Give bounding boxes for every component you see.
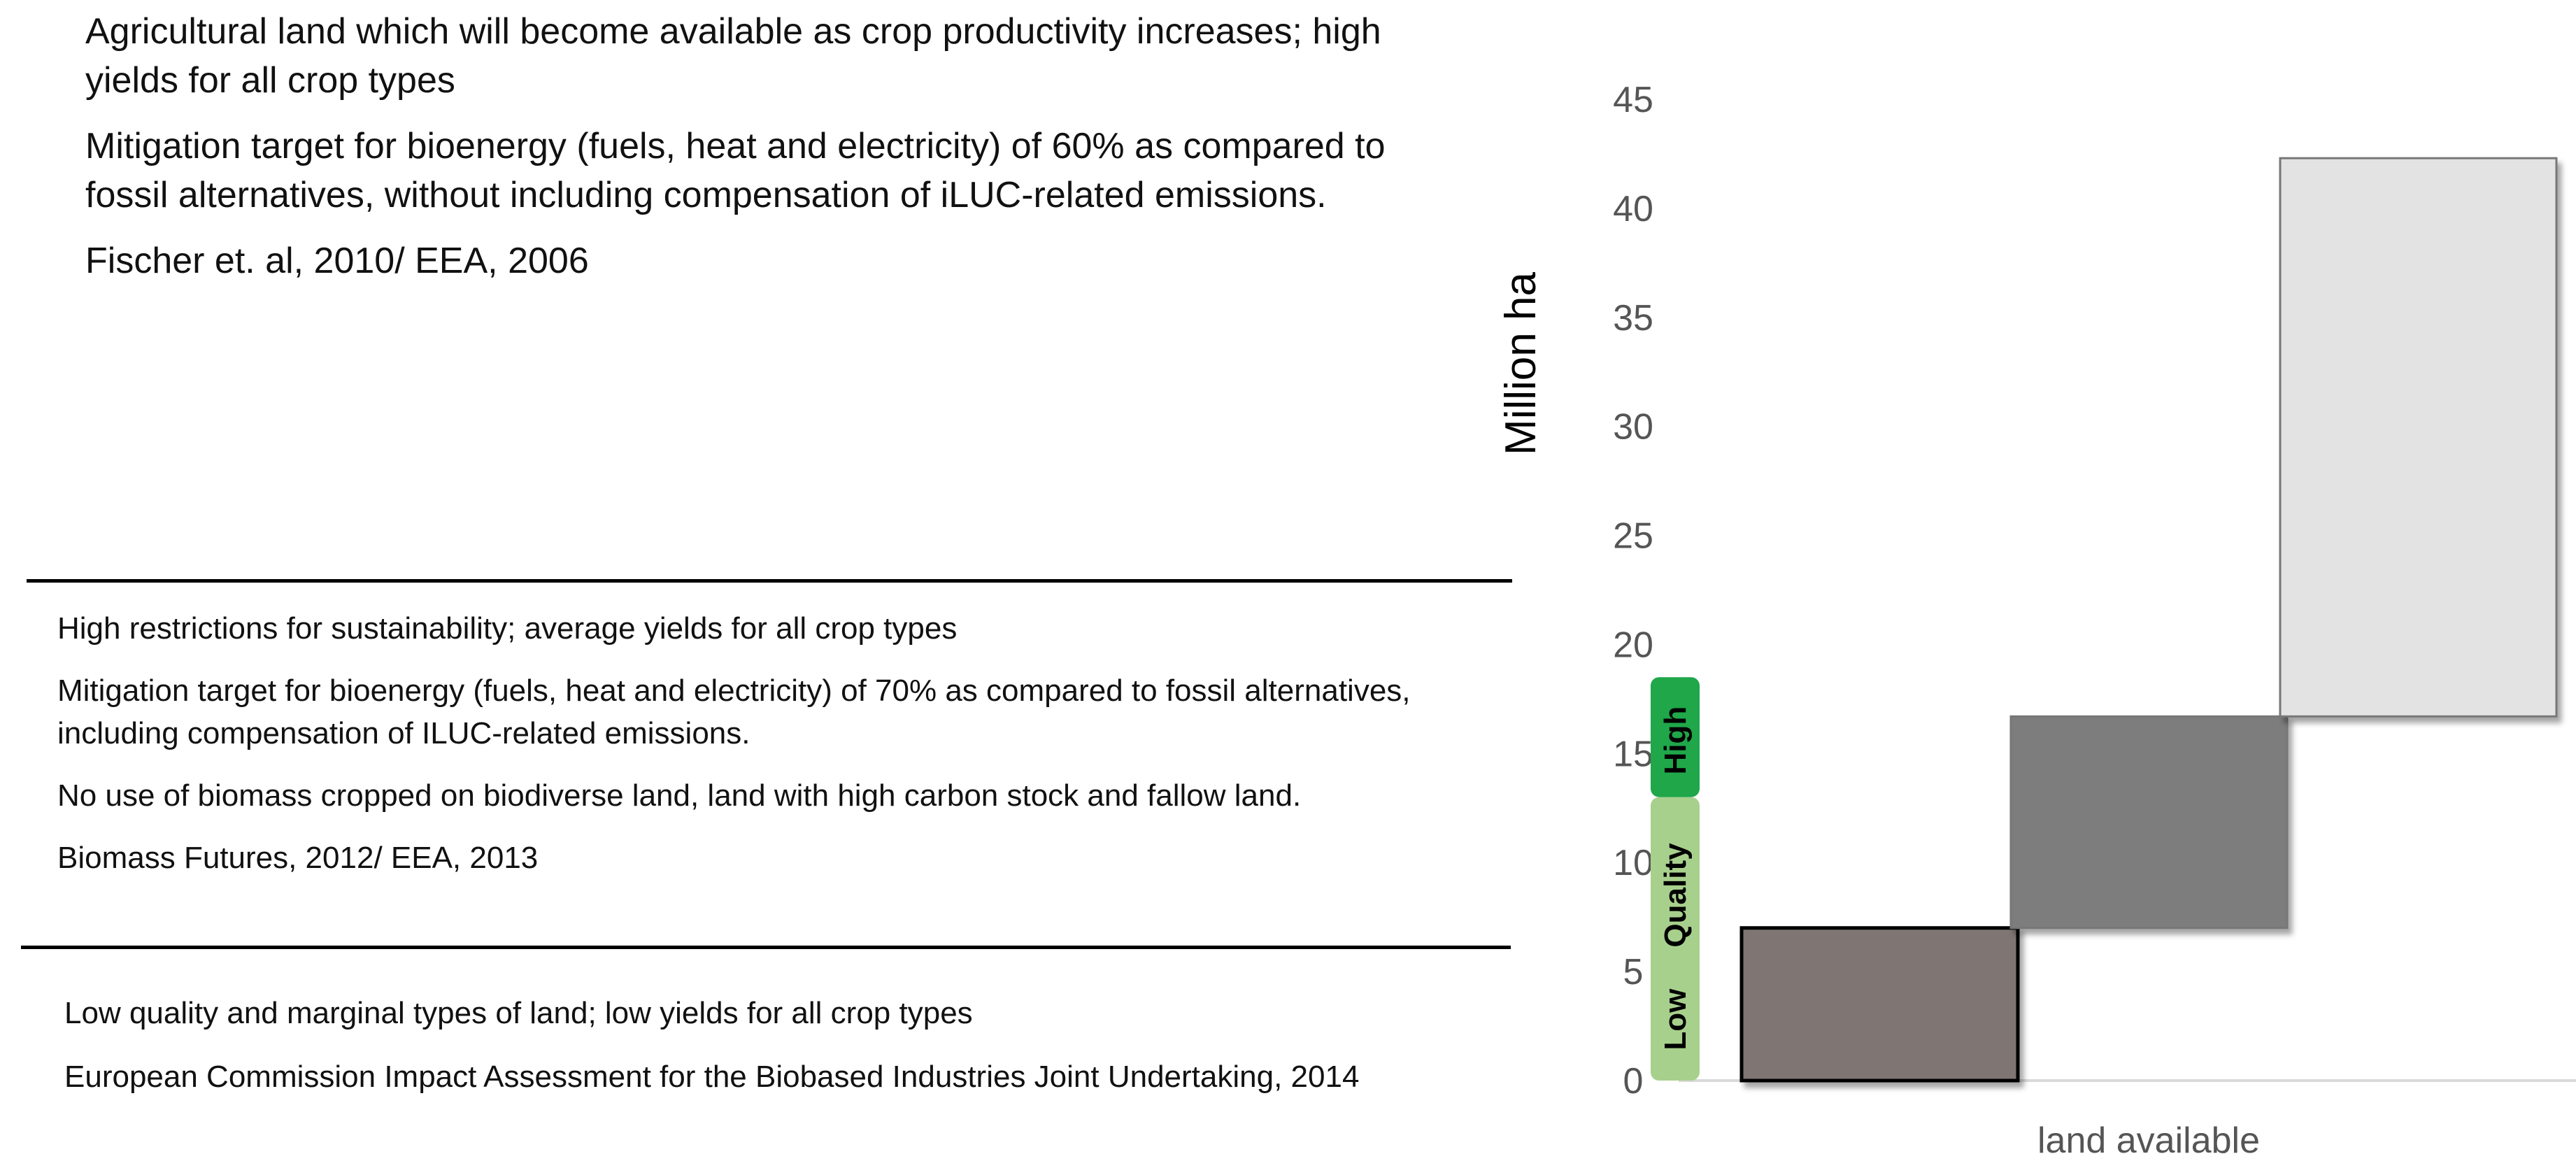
y-axis-ticks: 0 5 10 15 20 25 30 35 40 45 (1613, 80, 1653, 1102)
quality-scale-low-segment (1651, 797, 1700, 1081)
scenario-high-line-2: Mitigation target for bioenergy (fuels, … (85, 126, 1386, 215)
y-tick-label: 5 (1623, 952, 1644, 992)
scenario-medium-line-3: No use of biomass cropped on biodiverse … (57, 778, 1302, 813)
scenario-low-description: Low quality and marginal types of land; … (64, 992, 1428, 1119)
y-tick-label: 25 (1613, 516, 1653, 557)
quality-scale-label-high: High (1658, 706, 1693, 775)
quality-scale-label-low: Low (1658, 988, 1693, 1051)
scenario-high-line-1: Agricultural land which will become avai… (85, 11, 1381, 101)
y-axis-title: Million ha (1497, 272, 1545, 455)
y-tick-label: 35 (1613, 298, 1653, 339)
divider-upper (27, 579, 1512, 583)
y-tick-label: 45 (1613, 80, 1653, 120)
x-category-label: land available (2037, 1120, 2260, 1161)
scenario-low-line-1: Low quality and marginal types of land; … (64, 996, 973, 1030)
land-availability-chart: 0 5 10 15 20 25 30 35 40 45 Million ha Low Quality… (1497, 80, 2576, 1161)
divider-lower (21, 946, 1511, 949)
y-tick-label: 30 (1613, 407, 1653, 448)
quality-scale: Low Quality High (1651, 677, 1700, 1081)
bars (1739, 157, 2558, 1083)
scenario-high-source: Fischer et. al, 2010/ EEA, 2006 (85, 241, 589, 281)
scenario-medium-description: High restrictions for sustainability; av… (57, 607, 1491, 899)
scenario-high-description: Agricultural land which will become avai… (85, 7, 1456, 302)
y-tick-label: 0 (1623, 1061, 1644, 1102)
quality-scale-high-segment (1651, 677, 1700, 797)
scenario-medium-source: Biomass Futures, 2012/ EEA, 2013 (57, 841, 539, 875)
scenario-medium-line-1: High restrictions for sustainability; av… (57, 611, 958, 646)
bar-1 (1739, 926, 2020, 1083)
scenario-low-source: European Commission Impact Assessment fo… (64, 1060, 1360, 1094)
bar-3 (2279, 157, 2558, 718)
y-tick-label: 20 (1613, 625, 1653, 665)
quality-scale-label-quality: Quality (1658, 843, 1693, 948)
y-tick-label: 15 (1613, 734, 1653, 774)
bar-2 (2009, 715, 2289, 930)
scenario-medium-line-2: Mitigation target for bioenergy (fuels, … (57, 674, 1411, 750)
y-tick-label: 10 (1613, 843, 1653, 883)
y-tick-label: 40 (1613, 189, 1653, 229)
